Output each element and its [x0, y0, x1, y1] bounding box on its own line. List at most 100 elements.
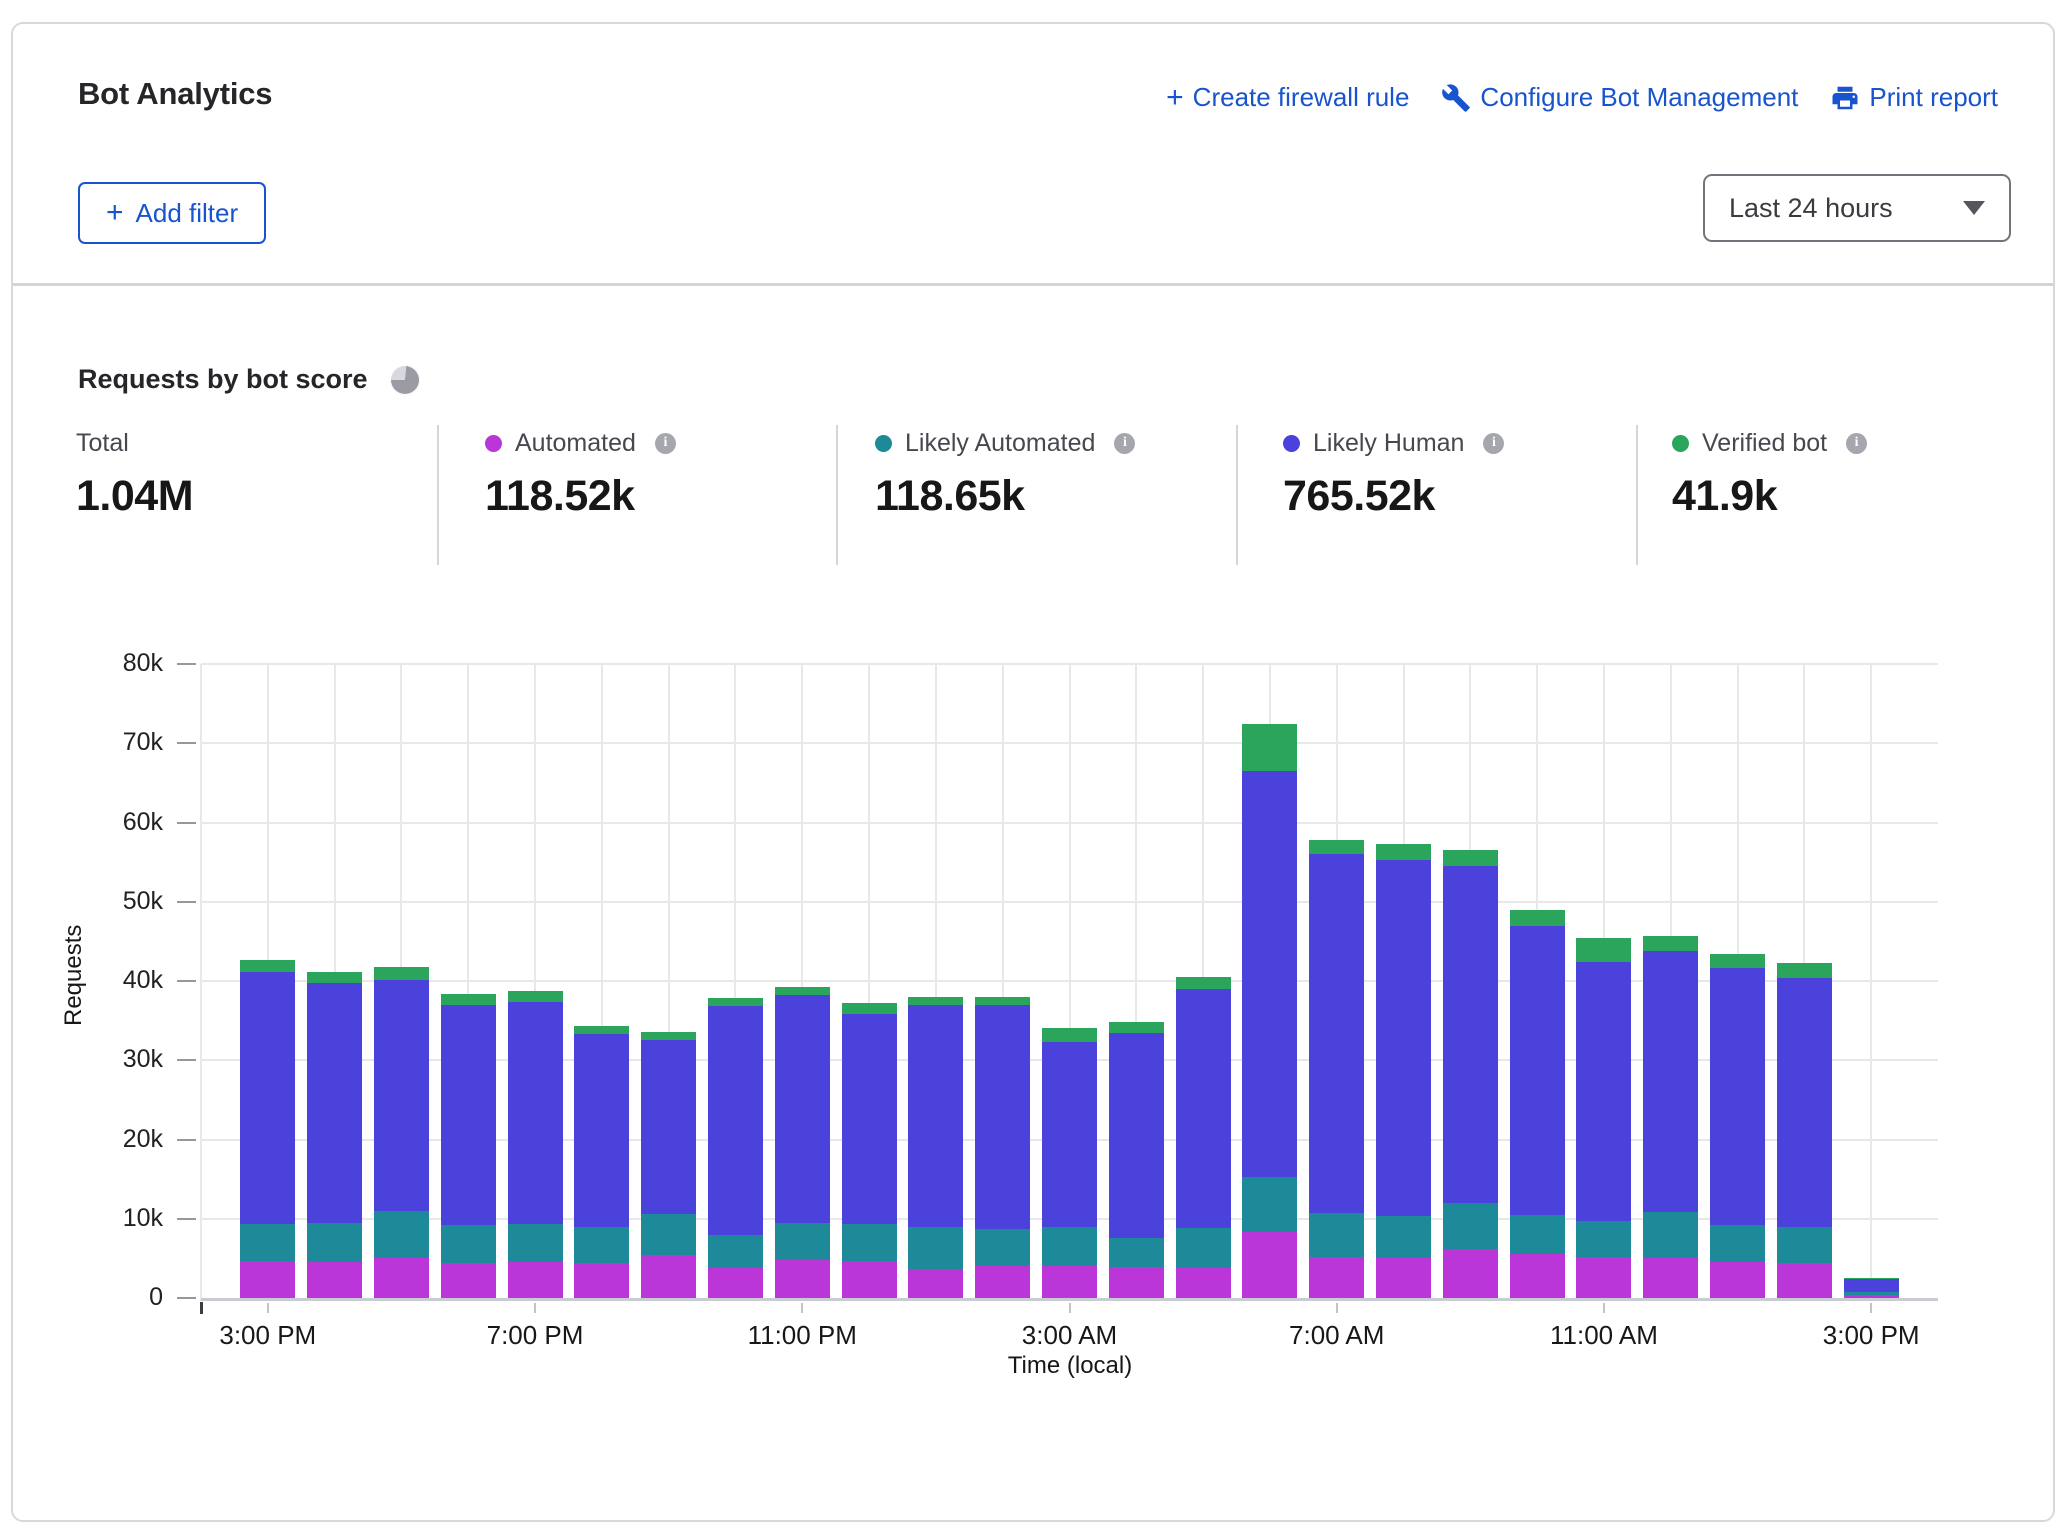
- section-title: Requests by bot score: [78, 364, 420, 395]
- gridline-vertical: [1135, 664, 1138, 1301]
- bar-segment-automated: [1576, 1256, 1632, 1298]
- bar-segment-likely-automated: [373, 1210, 429, 1259]
- y-axis-tick-label: 0: [149, 1283, 163, 1311]
- y-axis-tick-label: 30k: [122, 1045, 163, 1074]
- bar-segment-likely-human: [975, 1004, 1031, 1230]
- bar-segment-automated: [841, 1260, 897, 1298]
- stacked-bar-8-00-pm[interactable]: [574, 1026, 630, 1298]
- legend-dot-icon: [1672, 434, 1689, 452]
- bar-segment-likely-human: [707, 1006, 763, 1235]
- stacked-bar-8-00-am[interactable]: [1376, 843, 1432, 1298]
- stacked-bar-7-00-am[interactable]: [1309, 839, 1365, 1298]
- configure-bot-management-link[interactable]: Configure Bot Management: [1441, 82, 1798, 113]
- info-icon[interactable]: i: [1483, 432, 1505, 454]
- gridline-horizontal: [201, 742, 1938, 745]
- bar-segment-verified-bot: [774, 987, 830, 996]
- x-axis-tick-label: 11:00 PM: [747, 1320, 857, 1350]
- stacked-bar-2-00-am[interactable]: [975, 996, 1031, 1298]
- bar-segment-likely-automated: [307, 1222, 363, 1262]
- stacked-bar-2-00-pm[interactable]: [1776, 962, 1832, 1298]
- bar-segment-verified-bot: [1576, 938, 1632, 962]
- stacked-bar-5-00-am[interactable]: [1175, 977, 1231, 1298]
- gridline-horizontal: [201, 821, 1938, 824]
- x-axis-origin-tick: [200, 1302, 203, 1314]
- stat-divider: [1636, 425, 1638, 565]
- stacked-bar-4-00-pm[interactable]: [307, 971, 363, 1298]
- bar-segment-likely-human: [440, 1004, 496, 1226]
- bar-segment-verified-bot: [1710, 954, 1766, 969]
- bar-segment-likely-human: [774, 995, 830, 1223]
- stacked-bar-7-00-pm[interactable]: [507, 990, 563, 1298]
- stat-divider: [836, 425, 838, 565]
- stat-automated: Automated i 118.52k: [485, 428, 676, 521]
- stacked-bar-3-00-pm[interactable]: [1843, 1278, 1899, 1298]
- add-filter-button[interactable]: + Add filter: [78, 182, 267, 244]
- plus-icon: +: [106, 196, 124, 229]
- stacked-bar-6-00-am[interactable]: [1242, 724, 1298, 1298]
- gridline-vertical: [200, 664, 202, 1301]
- bar-segment-verified-bot: [1509, 910, 1565, 927]
- stacked-bar-9-00-am[interactable]: [1442, 850, 1498, 1298]
- wrench-icon: [1441, 83, 1471, 113]
- bar-segment-automated: [440, 1263, 496, 1298]
- stacked-bar-12-00-pm[interactable]: [1643, 935, 1699, 1298]
- stat-value: 765.52k: [1283, 472, 1435, 520]
- stat-value: 118.52k: [485, 472, 635, 520]
- print-report-link[interactable]: Print report: [1830, 82, 1998, 113]
- bar-segment-automated: [373, 1258, 429, 1298]
- stacked-bar-1-00-pm[interactable]: [1710, 954, 1766, 1298]
- bar-segment-likely-automated: [908, 1227, 964, 1270]
- info-icon[interactable]: i: [1846, 432, 1868, 454]
- bar-segment-verified-bot: [1242, 724, 1298, 772]
- bar-segment-likely-automated: [1843, 1291, 1899, 1295]
- bar-segment-likely-automated: [1242, 1176, 1298, 1233]
- bar-segment-automated: [707, 1267, 763, 1298]
- stat-label: Automated: [515, 428, 636, 457]
- bar-segment-automated: [1776, 1263, 1832, 1298]
- stacked-bar-10-00-am[interactable]: [1509, 910, 1565, 1298]
- stacked-bar-6-00-pm[interactable]: [440, 993, 496, 1298]
- header-actions: + Create firewall rule Configure Bot Man…: [1166, 82, 1998, 113]
- stacked-bar-11-00-pm[interactable]: [774, 987, 830, 1298]
- time-range-dropdown[interactable]: Last 24 hours: [1703, 174, 2011, 242]
- bar-segment-likely-automated: [1710, 1225, 1766, 1263]
- stacked-bar-3-00-am[interactable]: [1042, 1027, 1097, 1298]
- stacked-bar-11-00-am[interactable]: [1576, 938, 1632, 1298]
- stat-value: 41.9k: [1672, 472, 1778, 520]
- gridline-horizontal: [201, 900, 1938, 903]
- stacked-bar-4-00-am[interactable]: [1108, 1022, 1164, 1298]
- bar-segment-verified-bot: [841, 1003, 897, 1014]
- y-axis-tick-mark: [177, 1217, 196, 1220]
- x-axis-line: [201, 1298, 1938, 1301]
- x-axis-tick-label: 3:00 PM: [219, 1320, 317, 1350]
- bar-segment-likely-human: [841, 1013, 897, 1224]
- y-axis-tick-mark: [177, 980, 196, 982]
- stacked-bar-9-00-pm[interactable]: [641, 1031, 697, 1298]
- bar-segment-verified-bot: [908, 996, 964, 1005]
- bar-segment-verified-bot: [707, 998, 763, 1007]
- stacked-bar-12-00-am[interactable]: [841, 1003, 897, 1298]
- add-filter-label: Add filter: [135, 197, 239, 228]
- bar-segment-likely-human: [1309, 854, 1365, 1214]
- info-icon[interactable]: i: [1114, 432, 1136, 454]
- stacked-bar-5-00-pm[interactable]: [373, 966, 429, 1298]
- bar-segment-likely-automated: [507, 1224, 563, 1262]
- bar-segment-likely-automated: [1576, 1221, 1632, 1257]
- create-firewall-rule-link[interactable]: + Create firewall rule: [1166, 82, 1409, 113]
- stacked-bar-1-00-am[interactable]: [908, 996, 964, 1298]
- gridline-vertical: [467, 664, 470, 1301]
- gridline-vertical: [801, 664, 804, 1301]
- legend-dot-icon: [1283, 434, 1300, 452]
- y-axis-tick-label: 10k: [122, 1203, 163, 1232]
- stacked-bar-3-00-pm[interactable]: [240, 960, 296, 1298]
- stacked-bar-10-00-pm[interactable]: [707, 998, 763, 1298]
- bar-segment-likely-automated: [1776, 1227, 1832, 1264]
- y-axis-tick-label: 40k: [122, 966, 163, 994]
- y-axis-tick-mark: [177, 821, 196, 824]
- gridline-horizontal: [201, 980, 1938, 982]
- bar-segment-verified-bot: [574, 1026, 630, 1035]
- chevron-down-icon: [1963, 201, 1985, 215]
- info-icon[interactable]: i: [654, 432, 676, 454]
- stat-likely-automated: Likely Automated i 118.65k: [875, 428, 1136, 521]
- bar-segment-likely-human: [1042, 1042, 1097, 1228]
